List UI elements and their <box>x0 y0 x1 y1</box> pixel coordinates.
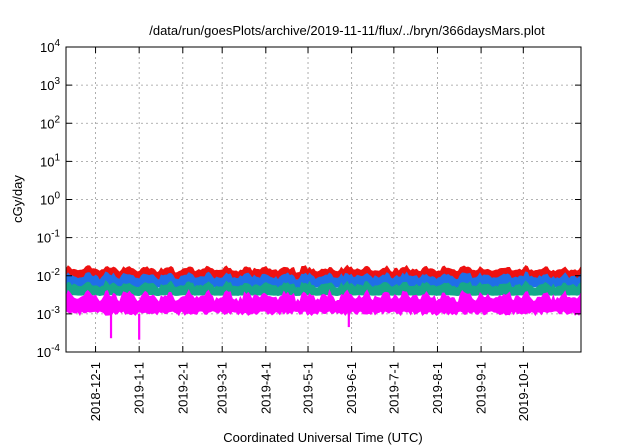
y-tick-label: 104 <box>40 38 60 55</box>
x-tick-label: 2019-7-1 <box>386 362 401 414</box>
axis-ticks: 10-4 10-3 10-2 10-1 100 101 102 103 104 2018-12-1… <box>37 38 581 421</box>
x-tick-label: 2019-4-1 <box>258 362 273 414</box>
x-tick-label: 2019-3-1 <box>215 362 230 414</box>
x-tick-label: 2019-1-1 <box>132 362 147 414</box>
x-tick-label: 2018-12-1 <box>88 362 103 421</box>
gridlines <box>66 47 581 352</box>
x-axis-label: Coordinated Universal Time (UTC) <box>223 430 422 445</box>
y-tick-label: 10-1 <box>37 229 61 246</box>
y-tick-label: 102 <box>40 114 60 131</box>
x-tick-label: 2019-10-1 <box>516 362 531 421</box>
x-tick-label: 2019-5-1 <box>301 362 316 414</box>
y-axis-label: cGy/day <box>10 175 25 223</box>
x-tick-label: 2019-6-1 <box>344 362 359 414</box>
y-tick-label: 10-2 <box>37 267 61 284</box>
data-series <box>65 264 582 340</box>
x-tick-label: 2019-9-1 <box>474 362 489 414</box>
y-tick-label: 10-3 <box>37 305 61 322</box>
chart-title: /data/run/goesPlots/archive/2019-11-11/f… <box>149 23 545 38</box>
y-tick-label: 101 <box>40 152 60 169</box>
y-tick-label: 100 <box>40 191 60 208</box>
x-tick-label: 2019-8-1 <box>430 362 445 414</box>
y-tick-label: 103 <box>40 76 60 93</box>
y-tick-label: 10-4 <box>37 343 61 360</box>
x-tick-label: 2019-2-1 <box>175 362 190 414</box>
